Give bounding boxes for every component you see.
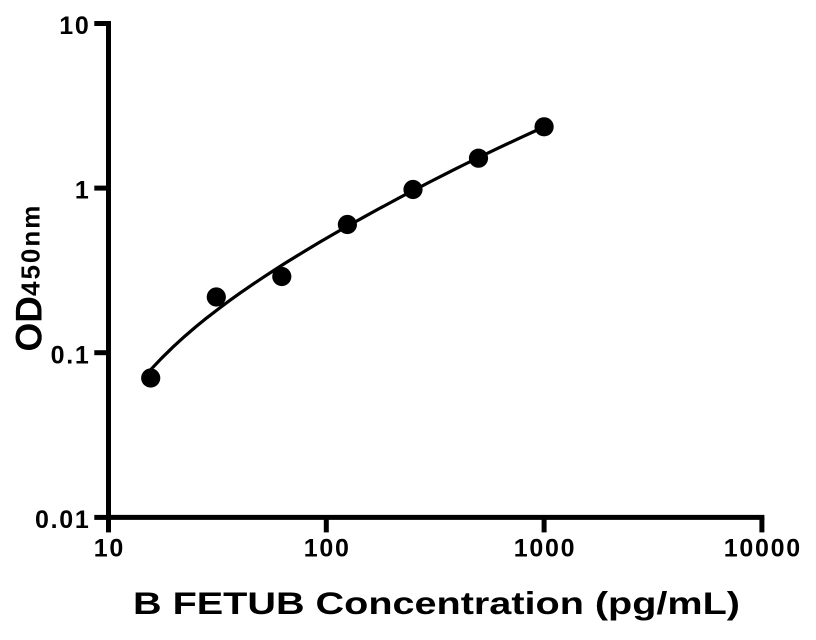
svg-text:100: 100: [304, 535, 351, 563]
svg-text:10: 10: [94, 535, 125, 563]
svg-text:OD450nm: OD450nm: [9, 204, 50, 352]
svg-text:10: 10: [59, 12, 90, 40]
svg-text:0.01: 0.01: [35, 506, 90, 534]
svg-text:1000: 1000: [514, 535, 576, 563]
svg-text:B FETUB Concentration (pg/mL): B FETUB Concentration (pg/mL): [133, 585, 740, 621]
svg-text:0.1: 0.1: [51, 341, 91, 369]
svg-text:10000: 10000: [724, 535, 802, 563]
svg-text:1: 1: [75, 177, 91, 205]
